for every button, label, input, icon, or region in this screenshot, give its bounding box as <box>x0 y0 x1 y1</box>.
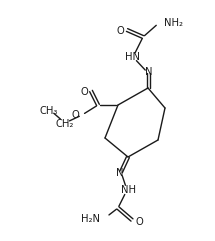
Text: O: O <box>80 87 88 97</box>
Text: CH₃: CH₃ <box>40 106 58 116</box>
Text: N: N <box>116 168 124 178</box>
Text: HN: HN <box>126 52 140 62</box>
Text: O: O <box>116 26 124 36</box>
Text: O: O <box>71 110 79 120</box>
Text: N: N <box>145 67 153 77</box>
Text: O: O <box>135 217 143 227</box>
Text: CH₂: CH₂ <box>56 119 74 129</box>
Text: NH: NH <box>120 185 135 195</box>
Text: H₂N: H₂N <box>81 214 100 224</box>
Text: NH₂: NH₂ <box>164 18 183 28</box>
